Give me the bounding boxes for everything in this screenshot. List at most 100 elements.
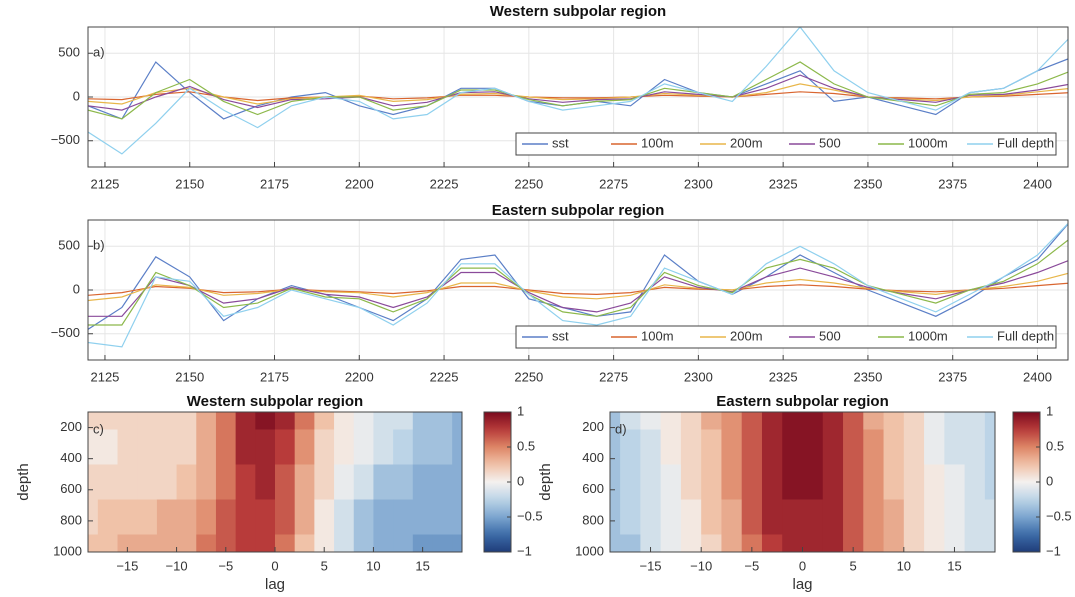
x-tick-label: 2375 <box>938 369 967 384</box>
colorbar-tick-label: −1 <box>1046 543 1061 558</box>
contour-cell <box>903 499 925 535</box>
contour-cell <box>721 429 743 465</box>
contour-cell <box>944 499 966 535</box>
x-tick-label: 2200 <box>345 369 374 384</box>
contour-cell <box>620 464 641 500</box>
contour-cell <box>660 534 682 553</box>
legend-label: 200m <box>730 328 763 343</box>
contour-cell <box>176 412 197 430</box>
series-line <box>88 74 1068 111</box>
contour-cell <box>802 464 824 500</box>
contour-cell <box>924 464 945 500</box>
y-tick-label: 400 <box>582 450 604 465</box>
contour-cell <box>452 534 463 553</box>
contour-cell <box>196 412 217 430</box>
x-tick-label: 2400 <box>1023 176 1052 191</box>
colorbar-tick-label: −0.5 <box>1046 508 1072 523</box>
contour-cell <box>275 429 296 465</box>
x-tick-label: 5 <box>850 558 857 573</box>
y-tick-label: 600 <box>582 481 604 496</box>
y-tick-label: −500 <box>51 132 80 147</box>
contour-cell <box>620 499 641 535</box>
contour-cell <box>137 534 158 553</box>
colorbar-tick-label: 0 <box>1046 473 1053 488</box>
y-tick-label: 0 <box>73 281 80 296</box>
y-tick-label: 500 <box>58 45 80 60</box>
colorbar-tick-label: 0.5 <box>1046 438 1064 453</box>
contour-cell <box>275 499 296 535</box>
contour-cell <box>176 499 197 535</box>
contour-cell <box>373 499 394 535</box>
x-tick-label: 2250 <box>514 176 543 191</box>
x-tick-label: 0 <box>799 558 806 573</box>
contour-cell <box>944 412 966 430</box>
contour-cell <box>255 464 276 500</box>
colorbar-tick-label: 0 <box>517 473 524 488</box>
x-tick-label: 0 <box>271 558 278 573</box>
y-tick-label: 400 <box>60 450 82 465</box>
contour-cell <box>924 429 945 465</box>
x-tick-label: 2200 <box>345 176 374 191</box>
contour-cell <box>137 412 158 430</box>
contour-cell <box>314 499 335 535</box>
contour-cell <box>944 429 966 465</box>
contour-cell <box>761 412 783 430</box>
contour-cell <box>452 412 463 430</box>
contour-cell <box>883 534 905 553</box>
axes-frame <box>87 26 1069 168</box>
contour-cell <box>235 464 256 500</box>
contour-cell <box>843 499 864 535</box>
colorbar-tick-label: −0.5 <box>517 508 543 523</box>
x-tick-label: 2175 <box>260 176 289 191</box>
colorbar-tick-label: 1 <box>1046 403 1053 418</box>
contour-cell <box>412 429 433 465</box>
contour-cell <box>843 464 864 500</box>
contour-cell <box>88 412 99 430</box>
x-tick-label: 2300 <box>684 176 713 191</box>
contour-cell <box>610 499 621 535</box>
contour-cell <box>334 429 355 465</box>
contour-cell <box>640 412 662 430</box>
contour-cell <box>117 464 138 500</box>
series-line <box>88 272 1068 302</box>
contour-cell <box>822 499 844 535</box>
x-tick-label: 2275 <box>599 176 628 191</box>
contour-cell <box>452 429 463 465</box>
contour-cell <box>88 499 99 535</box>
contour-cell <box>156 499 178 535</box>
contour-cell <box>196 464 217 500</box>
contour-cell <box>235 429 256 465</box>
series-line <box>88 83 1068 105</box>
contour-cell <box>903 464 925 500</box>
contour-cell <box>883 429 905 465</box>
contour-cell <box>863 499 885 535</box>
contour-cell <box>334 464 355 500</box>
colorbar-tick-label: −1 <box>517 543 532 558</box>
series-group <box>88 222 1068 348</box>
contour-cell <box>680 534 702 553</box>
x-tick-label: 2325 <box>769 176 798 191</box>
y-tick-label: 200 <box>60 419 82 434</box>
contour-cell <box>88 464 99 500</box>
contour-cell <box>822 429 844 465</box>
series-line <box>88 222 1068 348</box>
legend-label: 100m <box>641 135 674 150</box>
x-tick-label: 2250 <box>514 369 543 384</box>
contour-cell <box>353 429 374 465</box>
contour-cell <box>660 499 682 535</box>
chart-title: Western subpolar region <box>187 393 363 410</box>
contour-cell <box>640 464 662 500</box>
contour-cell <box>97 534 119 553</box>
contour-cell <box>721 464 743 500</box>
legend-label: Full depth <box>997 328 1054 343</box>
contour-cell <box>640 534 662 553</box>
contour-cell <box>393 534 414 553</box>
y-axis-label: depth <box>15 463 32 501</box>
contour-cell <box>373 429 394 465</box>
contour-cell <box>176 464 197 500</box>
contour-cell <box>863 429 885 465</box>
contour-cell <box>620 412 641 430</box>
y-tick-label: 800 <box>60 512 82 527</box>
contour-cell <box>353 464 374 500</box>
legend-label: sst <box>552 328 569 343</box>
